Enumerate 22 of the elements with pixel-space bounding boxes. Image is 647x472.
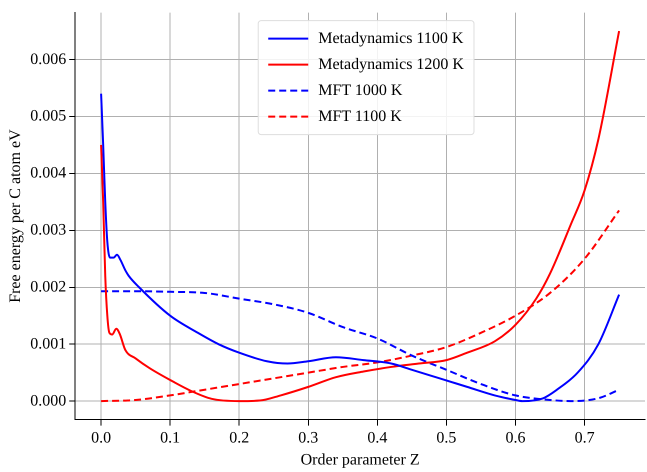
x-tick-label: 0.0 (91, 429, 112, 446)
y-tick-label: 0.003 (30, 222, 66, 239)
legend-label: Metadynamics 1200 K (318, 56, 464, 73)
x-tick-label: 0.1 (160, 429, 180, 446)
y-tick-label: 0.005 (30, 108, 66, 125)
x-tick-label: 0.2 (229, 429, 250, 446)
y-tick-label: 0.002 (30, 278, 66, 296)
x-tick-label: 0.7 (574, 429, 595, 446)
y-tick-label: 0.001 (30, 335, 66, 352)
x-tick-label: 0.6 (506, 429, 526, 446)
legend-label: MFT 1000 K (318, 82, 403, 99)
y-tick-label: 0.000 (30, 392, 66, 410)
y-axis-title: Free energy per C atom eV (6, 128, 24, 303)
line-series (100, 30, 620, 402)
y-tick-label: 0.004 (30, 164, 66, 182)
legend-label: Metadynamics 1100 K (318, 30, 464, 47)
y-tick-label: 0.006 (30, 50, 66, 68)
legend-label: MFT 1100 K (318, 108, 402, 125)
x-tick-label: 0.4 (367, 429, 388, 446)
x-tick-label: 0.3 (298, 429, 318, 446)
x-axis-title: Order parameter Z (300, 452, 420, 469)
x-tick-label: 0.5 (436, 429, 456, 446)
